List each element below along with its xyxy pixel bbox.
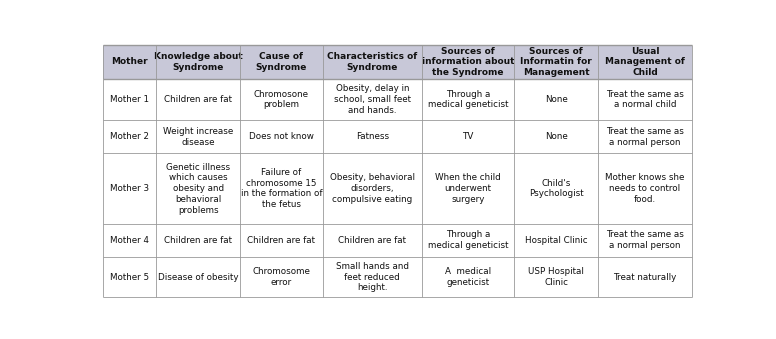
Text: Treat naturally: Treat naturally (613, 273, 677, 282)
Text: When the child
underwent
surgery: When the child underwent surgery (435, 173, 501, 204)
Bar (103, 79, 692, 120)
Text: Treat the same as
a normal child: Treat the same as a normal child (606, 89, 684, 109)
Text: Usual
Management of
Child: Usual Management of Child (605, 47, 685, 77)
Text: Does not know: Does not know (249, 132, 314, 141)
Text: None: None (545, 132, 567, 141)
Bar (103, 257, 692, 297)
Text: Mother 1: Mother 1 (110, 95, 149, 104)
Bar (240, 45, 323, 79)
Text: Mother 3: Mother 3 (110, 184, 149, 193)
Text: Through a
medical geneticist: Through a medical geneticist (428, 231, 508, 250)
Text: Mother 5: Mother 5 (110, 273, 149, 282)
Bar (157, 45, 240, 79)
Text: Genetic illness
which causes
obesity and
behavioral
problems: Genetic illness which causes obesity and… (166, 163, 230, 215)
Text: Sources of
Informatin for
Management: Sources of Informatin for Management (520, 47, 592, 77)
Bar (323, 45, 421, 79)
Text: Chromosone
problem: Chromosone problem (254, 89, 309, 109)
Text: None: None (545, 95, 567, 104)
Text: Through a
medical geneticist: Through a medical geneticist (428, 89, 508, 109)
Text: Children are fat: Children are fat (338, 236, 407, 245)
Text: Mother: Mother (112, 58, 148, 66)
Text: Chromosome
error: Chromosome error (252, 267, 310, 287)
Text: Obesity, delay in
school, small feet
and hands.: Obesity, delay in school, small feet and… (334, 84, 411, 115)
Text: Hospital Clinic: Hospital Clinic (525, 236, 587, 245)
Bar (514, 45, 598, 79)
Text: Mother 4: Mother 4 (110, 236, 149, 245)
Bar (103, 224, 692, 257)
Bar (103, 120, 692, 154)
Text: Children are fat: Children are fat (164, 236, 232, 245)
Text: A  medical
geneticist: A medical geneticist (445, 267, 491, 287)
Text: Knowledge about
Syndrome: Knowledge about Syndrome (154, 52, 242, 72)
Bar (598, 45, 692, 79)
Text: Disease of obesity: Disease of obesity (158, 273, 238, 282)
Text: Sources of
information about
the Syndrome: Sources of information about the Syndrom… (422, 47, 514, 77)
Text: Mother knows she
needs to control
food.: Mother knows she needs to control food. (605, 173, 684, 204)
Bar (421, 45, 514, 79)
Text: Weight increase
disease: Weight increase disease (163, 127, 234, 147)
Bar (103, 154, 692, 224)
Text: Failure of
chromosome 15
in the formation of
the fetus: Failure of chromosome 15 in the formatio… (241, 168, 322, 209)
Text: Children are fat: Children are fat (164, 95, 232, 104)
Text: Mother 2: Mother 2 (110, 132, 149, 141)
Text: Characteristics of
Syndrome: Characteristics of Syndrome (327, 52, 417, 72)
Bar (103, 45, 157, 79)
Text: USP Hospital
Clinic: USP Hospital Clinic (528, 267, 584, 287)
Text: Children are fat: Children are fat (248, 236, 315, 245)
Text: Obesity, behavioral
disorders,
compulsive eating: Obesity, behavioral disorders, compulsiv… (330, 173, 415, 204)
Text: TV: TV (462, 132, 474, 141)
Text: Treat the same as
a normal person: Treat the same as a normal person (606, 127, 684, 147)
Text: Cause of
Syndrome: Cause of Syndrome (255, 52, 307, 72)
Text: Fatness: Fatness (356, 132, 389, 141)
Text: Small hands and
feet reduced
height.: Small hands and feet reduced height. (336, 262, 409, 292)
Text: Treat the same as
a normal person: Treat the same as a normal person (606, 231, 684, 250)
Text: Child's
Psychologist: Child's Psychologist (528, 179, 584, 198)
